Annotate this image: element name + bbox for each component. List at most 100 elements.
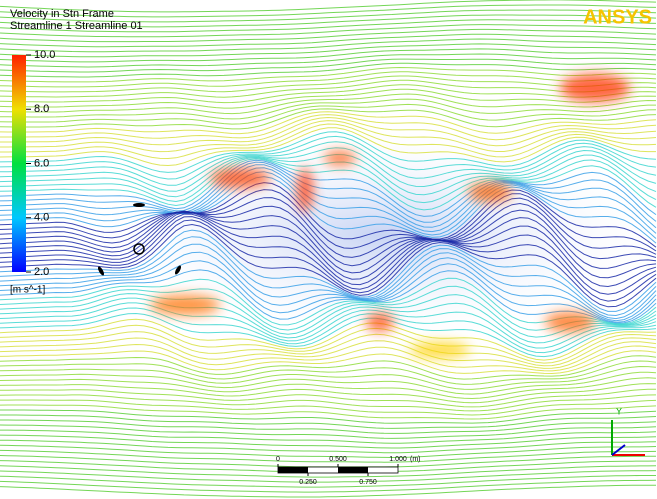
hot-spots bbox=[150, 74, 630, 358]
streamline bbox=[0, 383, 657, 404]
scale-label: 0.250 bbox=[299, 479, 317, 486]
streamline bbox=[0, 9, 657, 23]
streamline bbox=[0, 216, 657, 295]
streamline bbox=[0, 449, 657, 463]
streamline bbox=[0, 388, 656, 408]
streamline bbox=[0, 176, 657, 244]
streamline bbox=[0, 251, 657, 322]
scale-label: 0 bbox=[276, 456, 280, 463]
streamline bbox=[0, 365, 657, 390]
streamline bbox=[0, 318, 657, 361]
axis-triad: Y bbox=[611, 406, 645, 456]
streamline bbox=[0, 135, 657, 180]
streamline bbox=[0, 93, 657, 115]
streamline bbox=[0, 120, 657, 153]
streamline bbox=[0, 53, 657, 68]
streamline bbox=[0, 377, 657, 400]
streamline bbox=[0, 360, 657, 385]
streamline bbox=[0, 399, 657, 416]
streamline bbox=[0, 343, 657, 372]
streamline bbox=[0, 19, 657, 33]
streamline bbox=[0, 484, 656, 498]
streamline bbox=[0, 164, 657, 229]
streamline bbox=[0, 475, 656, 488]
streamline bbox=[0, 307, 657, 354]
streamline bbox=[0, 439, 657, 454]
scale-label: 0.500 bbox=[329, 456, 347, 463]
streamline bbox=[0, 24, 657, 38]
streamline bbox=[0, 131, 657, 173]
streamline bbox=[0, 4, 657, 18]
scale-segment bbox=[278, 467, 308, 473]
legend-tick-label: 6.0 bbox=[34, 157, 49, 169]
streamline bbox=[0, 84, 657, 104]
streamline bbox=[0, 48, 657, 63]
logo: ANSYS bbox=[583, 6, 652, 28]
streamline bbox=[0, 350, 657, 375]
streamline bbox=[0, 33, 657, 48]
streamline bbox=[0, 470, 657, 483]
streamline bbox=[0, 243, 657, 320]
streamline bbox=[0, 62, 657, 78]
streamline bbox=[0, 0, 657, 13]
streamline bbox=[0, 159, 657, 217]
streamline bbox=[0, 127, 656, 167]
streamline bbox=[0, 312, 657, 358]
streamline bbox=[0, 161, 657, 223]
color-bar bbox=[12, 55, 26, 272]
streamline bbox=[0, 167, 657, 234]
subtitle: Streamline 1 Streamline 01 bbox=[10, 20, 143, 32]
streamline bbox=[0, 302, 657, 349]
streamline bbox=[0, 14, 657, 28]
streamline bbox=[0, 71, 657, 88]
axis-label: Y bbox=[616, 406, 622, 416]
scale-unit: (m) bbox=[410, 456, 421, 463]
streamline bbox=[0, 465, 657, 478]
streamline bbox=[0, 269, 657, 324]
streamline bbox=[0, 182, 657, 248]
streamline bbox=[0, 213, 657, 288]
streamline bbox=[0, 293, 657, 338]
legend-tick-label: 4.0 bbox=[34, 212, 49, 224]
streamline bbox=[0, 197, 657, 258]
legend-tick-label: 2.0 bbox=[34, 266, 49, 278]
streamline bbox=[0, 147, 657, 192]
streamline bbox=[0, 355, 657, 380]
streamline bbox=[0, 209, 657, 274]
streamline bbox=[0, 229, 657, 312]
streamline bbox=[0, 434, 657, 449]
streamline bbox=[0, 111, 657, 135]
streamline bbox=[0, 409, 657, 424]
streamline bbox=[0, 404, 657, 420]
streamline bbox=[0, 297, 657, 344]
streamline bbox=[0, 337, 657, 369]
scale-label: 0.750 bbox=[359, 479, 377, 486]
streamline bbox=[0, 236, 657, 317]
streamline bbox=[0, 419, 657, 434]
streamline bbox=[0, 58, 657, 73]
scale-segment bbox=[338, 467, 368, 473]
streamline bbox=[0, 116, 657, 147]
streamline bbox=[0, 88, 657, 109]
streamline bbox=[0, 285, 657, 331]
streamline bbox=[0, 424, 657, 439]
streamline bbox=[0, 158, 657, 211]
scale-label: 1.000 bbox=[389, 456, 407, 463]
streamline bbox=[0, 414, 657, 429]
streamline bbox=[0, 260, 657, 323]
streamline bbox=[0, 202, 657, 267]
streamline bbox=[0, 28, 657, 43]
legend-tick-label: 10.0 bbox=[34, 49, 55, 61]
streamline bbox=[0, 38, 657, 53]
streamline bbox=[0, 75, 657, 93]
streamline bbox=[0, 108, 657, 130]
blade-profiles bbox=[97, 203, 182, 276]
streamline bbox=[0, 103, 657, 125]
streamline bbox=[0, 371, 657, 395]
legend-tick-label: 8.0 bbox=[34, 103, 49, 115]
streamline bbox=[0, 114, 657, 141]
streamline bbox=[0, 79, 657, 98]
streamline bbox=[0, 479, 657, 493]
streamline bbox=[0, 223, 657, 308]
